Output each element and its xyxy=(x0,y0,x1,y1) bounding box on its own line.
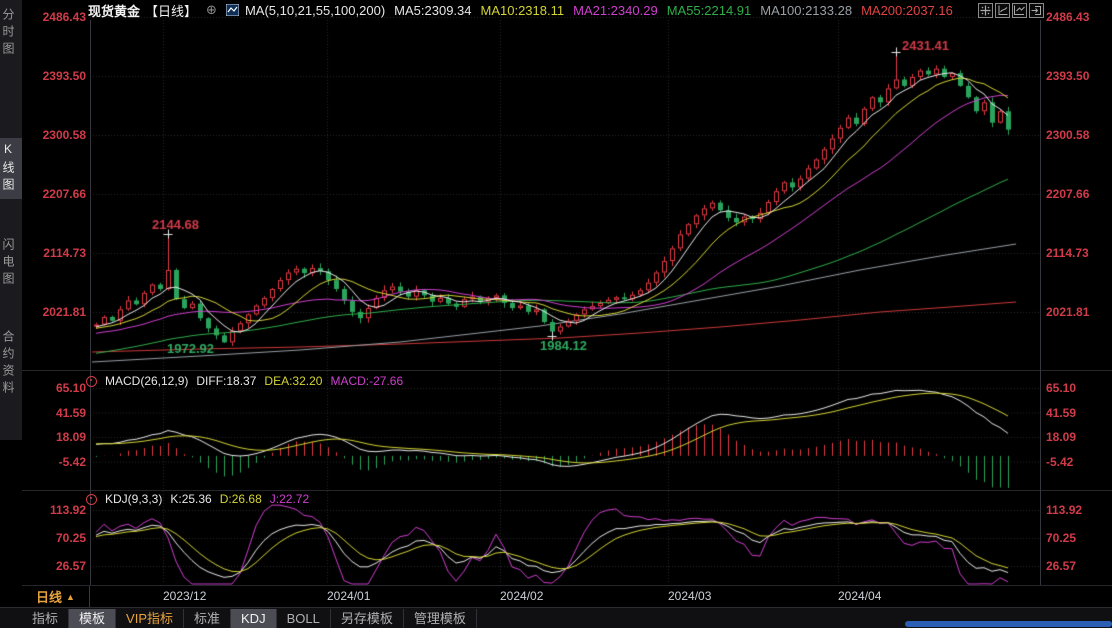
bottom-toolbar: 指标 模板 VIP指标 标准 KDJ BOLL 另存模板 管理模板 xyxy=(0,607,1112,628)
chart-toolbar xyxy=(978,3,1044,18)
kdj-k-value: K:25.36 xyxy=(170,492,212,506)
ma200-value: MA200:2037.16 xyxy=(861,2,953,18)
period-selector-label: 日线 xyxy=(36,590,63,605)
pan-icon[interactable] xyxy=(978,3,993,18)
macd-axis-label-right: 18.09 xyxy=(1046,430,1077,444)
macd-axis-label-left: 18.09 xyxy=(55,430,86,444)
macd-diff-value: DIFF:18.37 xyxy=(196,374,257,388)
x-axis-scale-icon[interactable] xyxy=(1012,3,1027,18)
price-label-right: 2114.73 xyxy=(1046,246,1089,260)
price-label-left: 2207.66 xyxy=(42,187,86,201)
price-label-right: 2300.58 xyxy=(1046,128,1090,142)
month-label: 2024/03 xyxy=(668,589,712,603)
horizontal-scrollbar[interactable] xyxy=(905,621,1112,627)
tab-indicators[interactable]: 指标 xyxy=(22,609,70,628)
kdj-axis-label-right: 26.57 xyxy=(1046,559,1077,573)
kdj-axis-label-left: 70.25 xyxy=(55,531,86,545)
kdj-axis-label-right: 113.92 xyxy=(1046,503,1083,517)
sidebar-item-lightning-chart[interactable]: 闪电图 xyxy=(1,238,15,289)
tab-save-template[interactable]: 另存模板 xyxy=(331,609,404,628)
price-label-left: 2393.50 xyxy=(42,69,86,83)
left-sidebar: 分时图 K线图 闪电图 合约资料 xyxy=(0,0,22,628)
pane-separator xyxy=(22,370,1112,371)
period-arrow-icon: ▲ xyxy=(66,591,75,602)
sidebar-item-kline-chart[interactable]: K线图 xyxy=(0,138,22,199)
macd-value: MACD:-27.66 xyxy=(330,374,404,388)
tab-standard[interactable]: 标准 xyxy=(184,609,232,628)
price-label-right: 2486.43 xyxy=(1046,10,1090,24)
kdj-header: KDJ(9,3,3) K:25.36 D:26.68 J:22.72 xyxy=(86,492,309,506)
tab-templates[interactable]: 模板 xyxy=(69,609,117,628)
chart-header: 现货黄金 【日线】 ⊕ MA(5,10,21,55,100,200) MA5:2… xyxy=(88,1,953,19)
tab-kdj[interactable]: KDJ xyxy=(231,609,277,628)
ma100-value: MA100:2133.28 xyxy=(760,2,853,18)
kdj-axis-label-right: 70.25 xyxy=(1046,531,1077,545)
price-label-right: 2207.66 xyxy=(1046,187,1090,201)
kdj-settings-icon[interactable] xyxy=(86,493,97,505)
price-label-left: 2300.58 xyxy=(42,128,86,142)
macd-axis-label-left: -5.42 xyxy=(58,455,86,469)
ma-formula: MA(5,10,21,55,100,200) xyxy=(244,2,386,18)
pane-separator xyxy=(22,585,1112,586)
macd-header: MACD(26,12,9) DIFF:18.37 DEA:32.20 MACD:… xyxy=(86,374,403,388)
macd-settings-icon[interactable] xyxy=(86,375,97,387)
kdj-axis-label-left: 26.57 xyxy=(55,559,86,573)
macd-axis-label-right: 41.59 xyxy=(1046,406,1077,420)
macd-dea-value: DEA:32.20 xyxy=(264,374,323,388)
tab-boll[interactable]: BOLL xyxy=(277,609,331,628)
kdj-axis-label-left: 113.92 xyxy=(49,503,86,517)
month-label: 2023/12 xyxy=(163,589,207,603)
ma55-value: MA55:2214.91 xyxy=(666,2,752,18)
macd-axis-label-left: 65.10 xyxy=(55,381,86,395)
macd-axis-label-right: -5.42 xyxy=(1046,455,1074,469)
kdj-title: KDJ(9,3,3) xyxy=(105,492,163,506)
plot-left-border xyxy=(90,20,91,585)
ma5-value: MA5:2309.34 xyxy=(394,2,472,18)
symbol-name: 现货黄金 xyxy=(88,3,141,19)
kdj-d-value: D:26.68 xyxy=(219,492,262,506)
pane-separator xyxy=(22,490,1112,491)
month-label: 2024/02 xyxy=(500,589,544,603)
price-label-left: 2114.73 xyxy=(43,246,86,260)
y-axis-scale-icon[interactable] xyxy=(995,3,1010,18)
macd-title: MACD(26,12,9) xyxy=(105,374,189,388)
ma21-value: MA21:2340.29 xyxy=(573,2,658,18)
macd-axis-label-left: 41.59 xyxy=(55,406,86,420)
price-label-right: 2021.81 xyxy=(1046,305,1090,319)
kline-mini-icon[interactable] xyxy=(225,3,240,17)
sidebar-item-time-chart[interactable]: 分时图 xyxy=(1,8,15,59)
exit-fullscreen-icon[interactable] xyxy=(1029,3,1044,18)
period-label: 【日线】 xyxy=(145,3,198,19)
month-label: 2024/04 xyxy=(838,589,882,603)
month-label: 2024/01 xyxy=(327,589,371,603)
price-label-right: 2393.50 xyxy=(1046,69,1090,83)
add-indicator-icon[interactable]: ⊕ xyxy=(206,2,217,17)
time-axis: 日线 ▲ 2023/12 2024/01 2024/02 2024/03 202… xyxy=(22,586,1112,607)
macd-axis-label-right: 65.10 xyxy=(1046,381,1077,395)
tab-vip-indicators[interactable]: VIP指标 xyxy=(116,609,184,628)
sidebar-item-contract-info[interactable]: 合约资料 xyxy=(1,330,15,398)
tab-manage-template[interactable]: 管理模板 xyxy=(404,609,477,628)
price-label-left: 2486.43 xyxy=(42,10,86,24)
price-label-left: 2021.81 xyxy=(42,305,86,319)
period-selector-button[interactable]: 日线 ▲ xyxy=(22,586,90,607)
plot-right-border xyxy=(1040,20,1041,585)
kdj-j-value: J:22.72 xyxy=(269,492,310,506)
sidebar-background xyxy=(0,0,22,440)
ma10-value: MA10:2318.11 xyxy=(480,2,565,18)
